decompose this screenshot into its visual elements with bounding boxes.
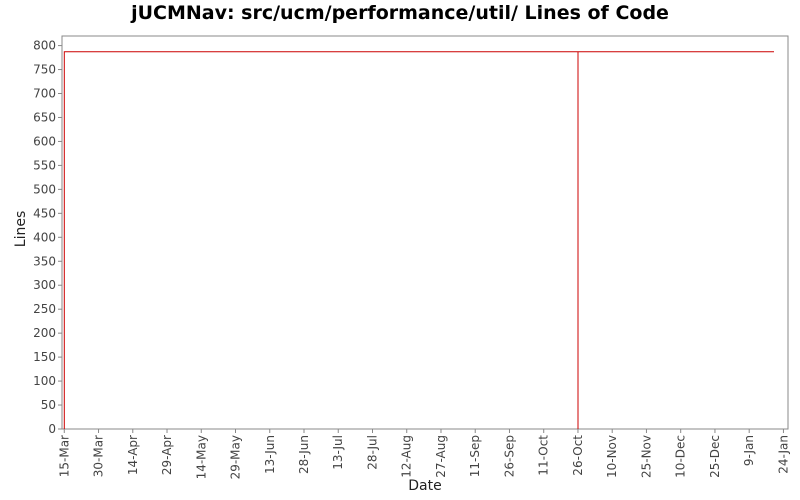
x-tick-label: 14-Apr [126,435,140,475]
y-tick-label: 100 [33,374,56,388]
x-tick-label: 10-Dec [674,435,688,478]
x-tick-label: 24-Jan [776,435,790,474]
x-tick-label: 11-Oct [537,435,551,476]
x-tick-label: 26-Oct [571,435,585,476]
y-tick-label: 450 [33,206,56,220]
y-tick-label: 700 [33,87,56,101]
x-axis: 15-Mar 30-Mar 14-Apr 29-Apr 14-May 29-May 13-J… [57,429,790,479]
y-tick-label: 600 [33,134,56,148]
y-tick-label: 0 [48,422,56,436]
x-tick-label: 15-Mar [57,435,71,477]
y-tick-label: 150 [33,350,56,364]
y-tick-label: 750 [33,63,56,77]
y-tick-label: 500 [33,182,56,196]
x-tick-label: 25-Dec [708,435,722,478]
x-tick-label: 30-Mar [92,435,106,477]
y-tick-label: 650 [33,110,56,124]
x-tick-label: 14-May [194,435,208,479]
y-tick-label: 300 [33,278,56,292]
plot-area [61,35,789,430]
chart-title: jUCMNav: src/ucm/performance/util/ Lines… [131,2,669,24]
x-tick-label: 28-Jun [297,435,311,474]
x-tick-label: 25-Nov [639,435,653,478]
x-tick-label: 9-Jan [742,435,756,466]
y-tick-label: 350 [33,254,56,268]
y-tick-label: 50 [41,398,56,412]
y-tick-label: 250 [33,302,56,316]
x-tick-label: 27-Aug [434,435,448,478]
x-tick-label: 11-Sep [468,435,482,477]
x-tick-label: 13-Jul [331,435,345,470]
y-tick-label: 400 [33,230,56,244]
x-tick-label: 29-Apr [160,435,174,475]
x-tick-label: 29-May [229,435,243,479]
y-tick-label: 200 [33,326,56,340]
y-tick-label: 550 [33,158,56,172]
lines-of-code-series-line [63,51,774,429]
y-axis: 0 50 100 150 200 250 300 350 400 450 500 550 600 650 7… [33,39,62,436]
x-axis-title: Date [408,478,441,494]
y-axis-title: Lines [13,211,29,247]
x-tick-label: 12-Aug [400,435,414,478]
x-tick-label: 13-Jun [263,435,277,474]
x-tick-label: 26-Sep [502,435,516,477]
x-tick-label: 10-Nov [605,435,619,478]
y-tick-label: 800 [33,39,56,53]
x-tick-label: 28-Jul [365,435,379,470]
